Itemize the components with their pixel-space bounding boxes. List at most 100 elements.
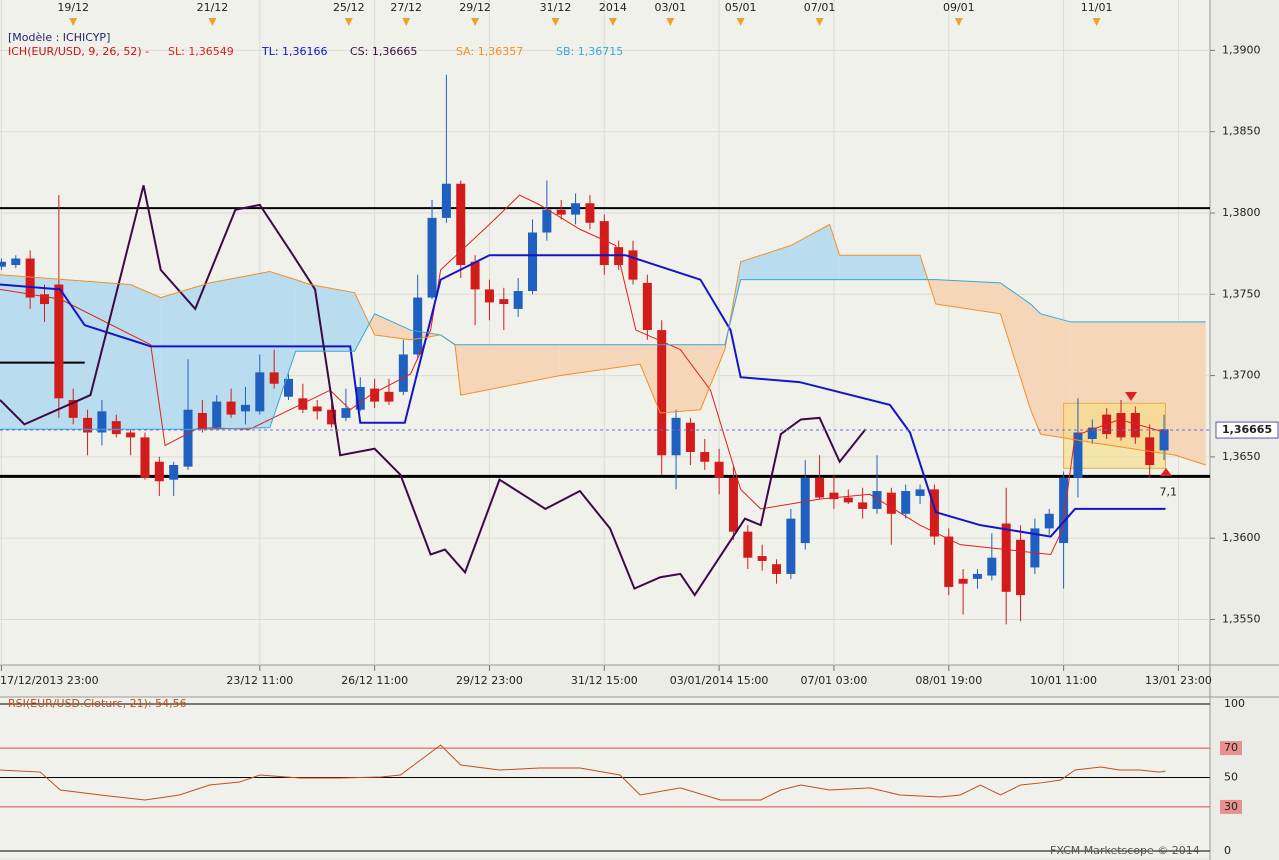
candle-body (197, 412, 207, 430)
cloud (935, 279, 1001, 314)
top-date-label: 11/01 (1081, 1, 1113, 14)
candle-body (154, 461, 164, 482)
last-price-label: 1,36665 (1222, 423, 1272, 436)
candle-body (1073, 432, 1083, 479)
cloud (660, 344, 701, 413)
candle-body (513, 291, 523, 309)
top-date-label: 27/12 (390, 1, 422, 14)
cloud (269, 271, 296, 428)
cloud (1175, 321, 1206, 466)
candle-body (858, 502, 868, 509)
x-tick-label: 26/12 11:00 (341, 674, 408, 687)
candle-body (972, 573, 982, 579)
y-tick-label: 1,3850 (1222, 125, 1261, 138)
x-tick-label: 17/12/2013 23:00 (0, 674, 99, 687)
candle-body (441, 183, 451, 218)
candle-body (958, 578, 968, 584)
candle-body (728, 478, 738, 532)
annotation: 7,1 (1160, 485, 1178, 498)
candle-body (915, 489, 925, 496)
candle-body (1030, 528, 1040, 568)
candle-body (815, 478, 825, 498)
cloud (559, 344, 641, 376)
rsi-tick-label: 100 (1224, 697, 1245, 710)
candle-body (628, 250, 638, 280)
cloud (460, 344, 560, 396)
cloud (1030, 304, 1041, 435)
candle-body (1001, 523, 1011, 592)
candle-body (944, 536, 954, 587)
candle-body (843, 497, 853, 503)
candle-body (700, 452, 710, 462)
signal-arrow (1125, 392, 1137, 401)
cloud (790, 224, 830, 280)
candle-body (484, 289, 494, 303)
candle-body (1059, 478, 1069, 544)
candle-body (169, 465, 179, 480)
top-date-label: 03/01 (654, 1, 686, 14)
candle-body (427, 217, 437, 298)
candle-body (786, 518, 796, 574)
candle-body (599, 221, 609, 266)
cloud (839, 255, 921, 280)
rsi-title: RSI(EUR/USD.Cloturc, 21): 54,56 (8, 697, 187, 710)
y-tick-label: 1,3800 (1222, 206, 1261, 219)
legend-entry: CS: 1,36665 (350, 45, 417, 58)
cloud (130, 284, 161, 430)
y-tick-label: 1,3900 (1222, 43, 1261, 56)
candle-body (370, 388, 380, 402)
event-marker (608, 18, 617, 26)
candle-body (398, 354, 408, 392)
candle-body (68, 399, 78, 418)
candle-body (772, 564, 782, 574)
candle-body (1130, 412, 1140, 438)
event-marker (402, 18, 411, 26)
signal-arrow (1160, 468, 1172, 476)
rsi-tick-label: 30 (1224, 800, 1238, 813)
rsi-label-bg (1220, 799, 1242, 814)
candle-body (1116, 412, 1126, 438)
event-marker (815, 18, 824, 26)
rsi-tick-label: 50 (1224, 771, 1238, 784)
cloud (160, 282, 210, 430)
event-marker (666, 18, 675, 26)
candle-body (298, 398, 308, 410)
cloud (369, 313, 375, 335)
y-tick-label: 1,3650 (1222, 450, 1261, 463)
top-date-label: 29/12 (459, 1, 491, 14)
candle-body (111, 421, 121, 435)
candle-body (97, 411, 107, 433)
candle-body (269, 372, 279, 384)
candle-body (327, 409, 337, 425)
candle-body (800, 478, 810, 544)
event-marker (551, 18, 560, 26)
candle-body (284, 378, 294, 397)
candle-body (226, 401, 236, 415)
indicator-line (0, 185, 867, 597)
candle-body (240, 404, 250, 412)
event-marker (736, 18, 745, 26)
candle-body (384, 391, 394, 402)
rsi-tick-label: 70 (1224, 741, 1238, 754)
candle-body (743, 531, 753, 558)
candle-body (499, 299, 509, 305)
x-tick-label: 08/01 19:00 (915, 674, 982, 687)
event-marker (1092, 18, 1101, 26)
cloud (1000, 282, 1031, 410)
candle-body (685, 422, 695, 453)
template-label: [Modèle : ICHICYP] (8, 31, 110, 44)
candle-body (872, 491, 882, 509)
cloud (354, 292, 370, 352)
rsi-line (0, 744, 1166, 801)
cloud (209, 271, 270, 430)
candle-body (657, 330, 667, 456)
top-date-label: 31/12 (540, 1, 572, 14)
legend-entry: SL: 1,36549 (168, 45, 234, 58)
candle-body (757, 556, 767, 561)
cloud (0, 274, 131, 430)
candle-body (39, 294, 49, 305)
candle-body (929, 489, 939, 537)
legend-entry: SB: 1,36715 (556, 45, 623, 58)
